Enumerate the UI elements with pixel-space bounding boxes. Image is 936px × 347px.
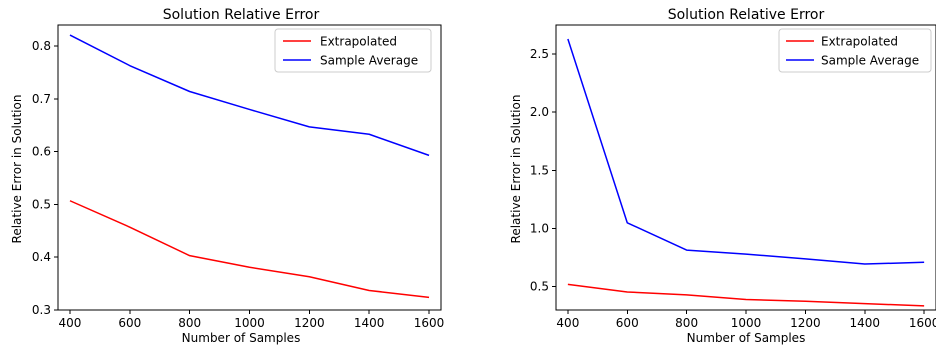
y-tick-label: 0.6 [32,145,51,159]
x-ticks: 400 600 800 1000 1200 1400 1600 [59,310,445,330]
x-tick-label: 800 [675,316,698,330]
y-tick-label: 0.3 [32,303,51,317]
y-axis-label: Relative Error in Solution [10,95,24,244]
x-tick-label: 1000 [234,316,265,330]
x-tick-label: 600 [616,316,639,330]
x-axis-label: Number of Samples [182,331,301,345]
x-tick-label: 800 [178,316,201,330]
y-tick-label: 1.0 [530,222,549,236]
y-axis-label: Relative Error in Solution [509,95,523,244]
y-tick-label: 0.4 [32,250,51,264]
x-tick-label: 1200 [790,316,821,330]
series-line-extrapolated [70,201,429,298]
x-tick-label: 1400 [354,316,385,330]
series-lines [70,35,429,297]
y-tick-label: 1.5 [530,163,549,177]
y-tick-label: 2.0 [530,105,549,119]
x-tick-label: 1600 [909,316,936,330]
y-tick-label: 0.5 [530,280,549,294]
y-tick-label: 0.8 [32,39,51,53]
series-lines [568,39,924,306]
x-tick-label: 1200 [294,316,325,330]
legend-label-sample-average: Sample Average [320,54,418,68]
series-line-extrapolated [568,284,924,306]
x-tick-label: 600 [118,316,141,330]
chart-title: Solution Relative Error [163,7,320,23]
y-ticks: 0.5 1.0 1.5 2.0 2.5 [530,47,556,294]
series-line-sample-average [568,39,924,264]
x-tick-label: 1000 [731,316,762,330]
chart-title: Solution Relative Error [668,7,825,23]
legend: Extrapolated Sample Average [275,29,431,72]
x-tick-label: 1400 [849,316,880,330]
y-ticks: 0.3 0.4 0.5 0.6 0.7 0.8 [32,39,58,317]
x-ticks: 400 600 800 1000 1200 1400 1600 [556,310,936,330]
x-tick-label: 400 [59,316,82,330]
y-tick-label: 2.5 [530,47,549,61]
x-tick-label: 400 [556,316,579,330]
x-tick-label: 1600 [414,316,445,330]
legend: Extrapolated Sample Average [779,29,931,72]
legend-label-extrapolated: Extrapolated [821,35,898,49]
y-tick-label: 0.5 [32,197,51,211]
legend-label-extrapolated: Extrapolated [320,35,397,49]
y-tick-label: 0.7 [32,92,51,106]
x-axis-label: Number of Samples [687,331,806,345]
chart-left: Solution Relative Error Number of Sample… [10,7,444,345]
chart-right: Solution Relative Error Number of Sample… [509,7,936,345]
legend-label-sample-average: Sample Average [821,54,919,68]
